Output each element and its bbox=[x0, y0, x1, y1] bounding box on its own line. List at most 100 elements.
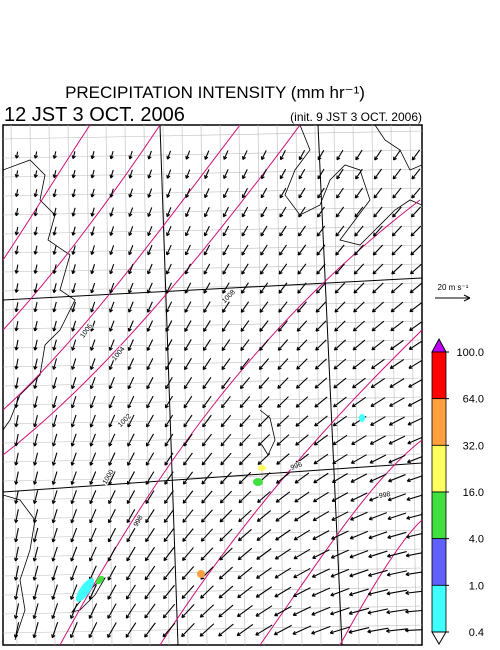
wind-arrow bbox=[107, 509, 116, 524]
wind-arrow bbox=[14, 509, 19, 524]
wind-arrow bbox=[70, 565, 78, 581]
wind-arrow bbox=[220, 471, 232, 485]
wind-arrow bbox=[279, 168, 287, 180]
wind-arrow bbox=[277, 396, 289, 408]
wind-arrow bbox=[276, 453, 290, 465]
wind-arrow bbox=[147, 244, 153, 256]
wind-arrow bbox=[33, 302, 38, 313]
wind-arrow bbox=[199, 623, 215, 637]
colorbar-under bbox=[431, 631, 447, 645]
wind-arrow bbox=[316, 206, 325, 218]
wind-arrow bbox=[349, 530, 368, 540]
wind-arrow bbox=[184, 320, 192, 332]
wind-arrow bbox=[219, 490, 233, 504]
wind-arrow bbox=[71, 282, 76, 294]
wind-arrow bbox=[89, 527, 97, 543]
wind-arrow bbox=[70, 490, 77, 505]
wind-arrow bbox=[274, 605, 292, 617]
wind-arrow bbox=[373, 225, 383, 237]
wind-arrow bbox=[296, 320, 308, 332]
wind-arrow bbox=[277, 377, 289, 389]
wind-arrow bbox=[259, 301, 269, 313]
wind-arrow bbox=[240, 282, 249, 294]
grid-line bbox=[3, 244, 422, 254]
wind-arrow bbox=[352, 358, 366, 370]
isobar bbox=[3, 125, 301, 456]
colorbar-segment bbox=[431, 398, 447, 446]
wind-arrow bbox=[32, 546, 39, 562]
wind-arrow bbox=[350, 473, 368, 483]
grid-line bbox=[200, 125, 208, 645]
wind-arrow bbox=[51, 584, 58, 600]
wind-arrow bbox=[69, 603, 78, 620]
wind-arrow bbox=[274, 567, 292, 579]
wind-arrow bbox=[392, 206, 402, 218]
wind-arrow bbox=[108, 358, 115, 371]
wind-arrow bbox=[354, 244, 364, 256]
wind-arrow bbox=[242, 169, 248, 180]
wind-arrow bbox=[236, 624, 254, 637]
wind-arrow bbox=[392, 168, 402, 180]
wind-arrow bbox=[52, 264, 57, 274]
wind-arrow bbox=[411, 149, 421, 161]
wind-arrow bbox=[181, 623, 195, 638]
wind-arrow bbox=[32, 471, 39, 485]
wind-arrow bbox=[332, 453, 348, 465]
wind-arrow bbox=[108, 490, 116, 505]
wind-arrow bbox=[70, 584, 78, 600]
wind-arrow bbox=[33, 320, 38, 332]
wind-arrow bbox=[107, 603, 117, 619]
wind-arrow bbox=[90, 264, 96, 275]
wind-arrow bbox=[240, 301, 250, 313]
wind-arrow bbox=[371, 301, 384, 313]
wind-arrow bbox=[240, 358, 250, 371]
wind-arrow bbox=[89, 452, 97, 466]
wind-arrow bbox=[410, 225, 422, 237]
major-grid-line bbox=[317, 125, 343, 645]
wind-arrow bbox=[145, 433, 154, 447]
wind-arrow bbox=[349, 550, 369, 559]
wind-arrow bbox=[14, 452, 19, 466]
wind-arrow bbox=[163, 547, 175, 562]
wind-arrow bbox=[165, 301, 173, 313]
wind-arrow bbox=[127, 282, 134, 294]
wind-arrow bbox=[352, 320, 365, 332]
wind-arrow bbox=[203, 244, 211, 256]
wind-arrow bbox=[367, 589, 389, 596]
wind-arrow bbox=[107, 527, 116, 543]
wind-arrow bbox=[391, 244, 403, 256]
wind-arrow bbox=[14, 226, 19, 236]
wind-arrow bbox=[258, 415, 270, 428]
wind-arrow bbox=[70, 471, 77, 485]
wind-arrow bbox=[408, 359, 422, 369]
coastline bbox=[3, 159, 76, 431]
wind-arrow bbox=[405, 552, 422, 558]
wind-arrow bbox=[374, 149, 382, 161]
wind-arrow bbox=[204, 169, 210, 179]
wind-arrow bbox=[278, 263, 288, 275]
wind-arrow bbox=[107, 584, 117, 600]
wind-arrow bbox=[184, 301, 192, 313]
isobar bbox=[3, 125, 91, 261]
wind-arrow bbox=[295, 415, 309, 427]
wind-arrow bbox=[256, 567, 272, 579]
grid-line bbox=[3, 339, 422, 349]
wind-arrow bbox=[297, 282, 307, 294]
wind-arrow bbox=[350, 492, 368, 502]
wind-arrow bbox=[89, 433, 96, 447]
precip-patch bbox=[258, 465, 266, 471]
wind-arrow bbox=[71, 207, 76, 217]
wind-arrow bbox=[164, 395, 173, 409]
wind-arrow bbox=[219, 509, 233, 523]
grid-line bbox=[3, 282, 422, 292]
wind-arrow bbox=[14, 377, 19, 389]
wind-arrow bbox=[348, 627, 370, 634]
wind-arrow bbox=[109, 150, 114, 160]
colorbar-label: 32.0 bbox=[463, 440, 484, 452]
wind-arrow bbox=[14, 433, 19, 447]
wind-arrow bbox=[165, 320, 173, 332]
wind-arrow bbox=[236, 604, 253, 618]
wind-arrow bbox=[201, 490, 213, 504]
